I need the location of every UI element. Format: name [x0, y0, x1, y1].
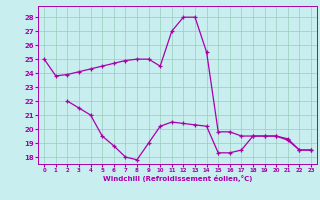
X-axis label: Windchill (Refroidissement éolien,°C): Windchill (Refroidissement éolien,°C)	[103, 175, 252, 182]
